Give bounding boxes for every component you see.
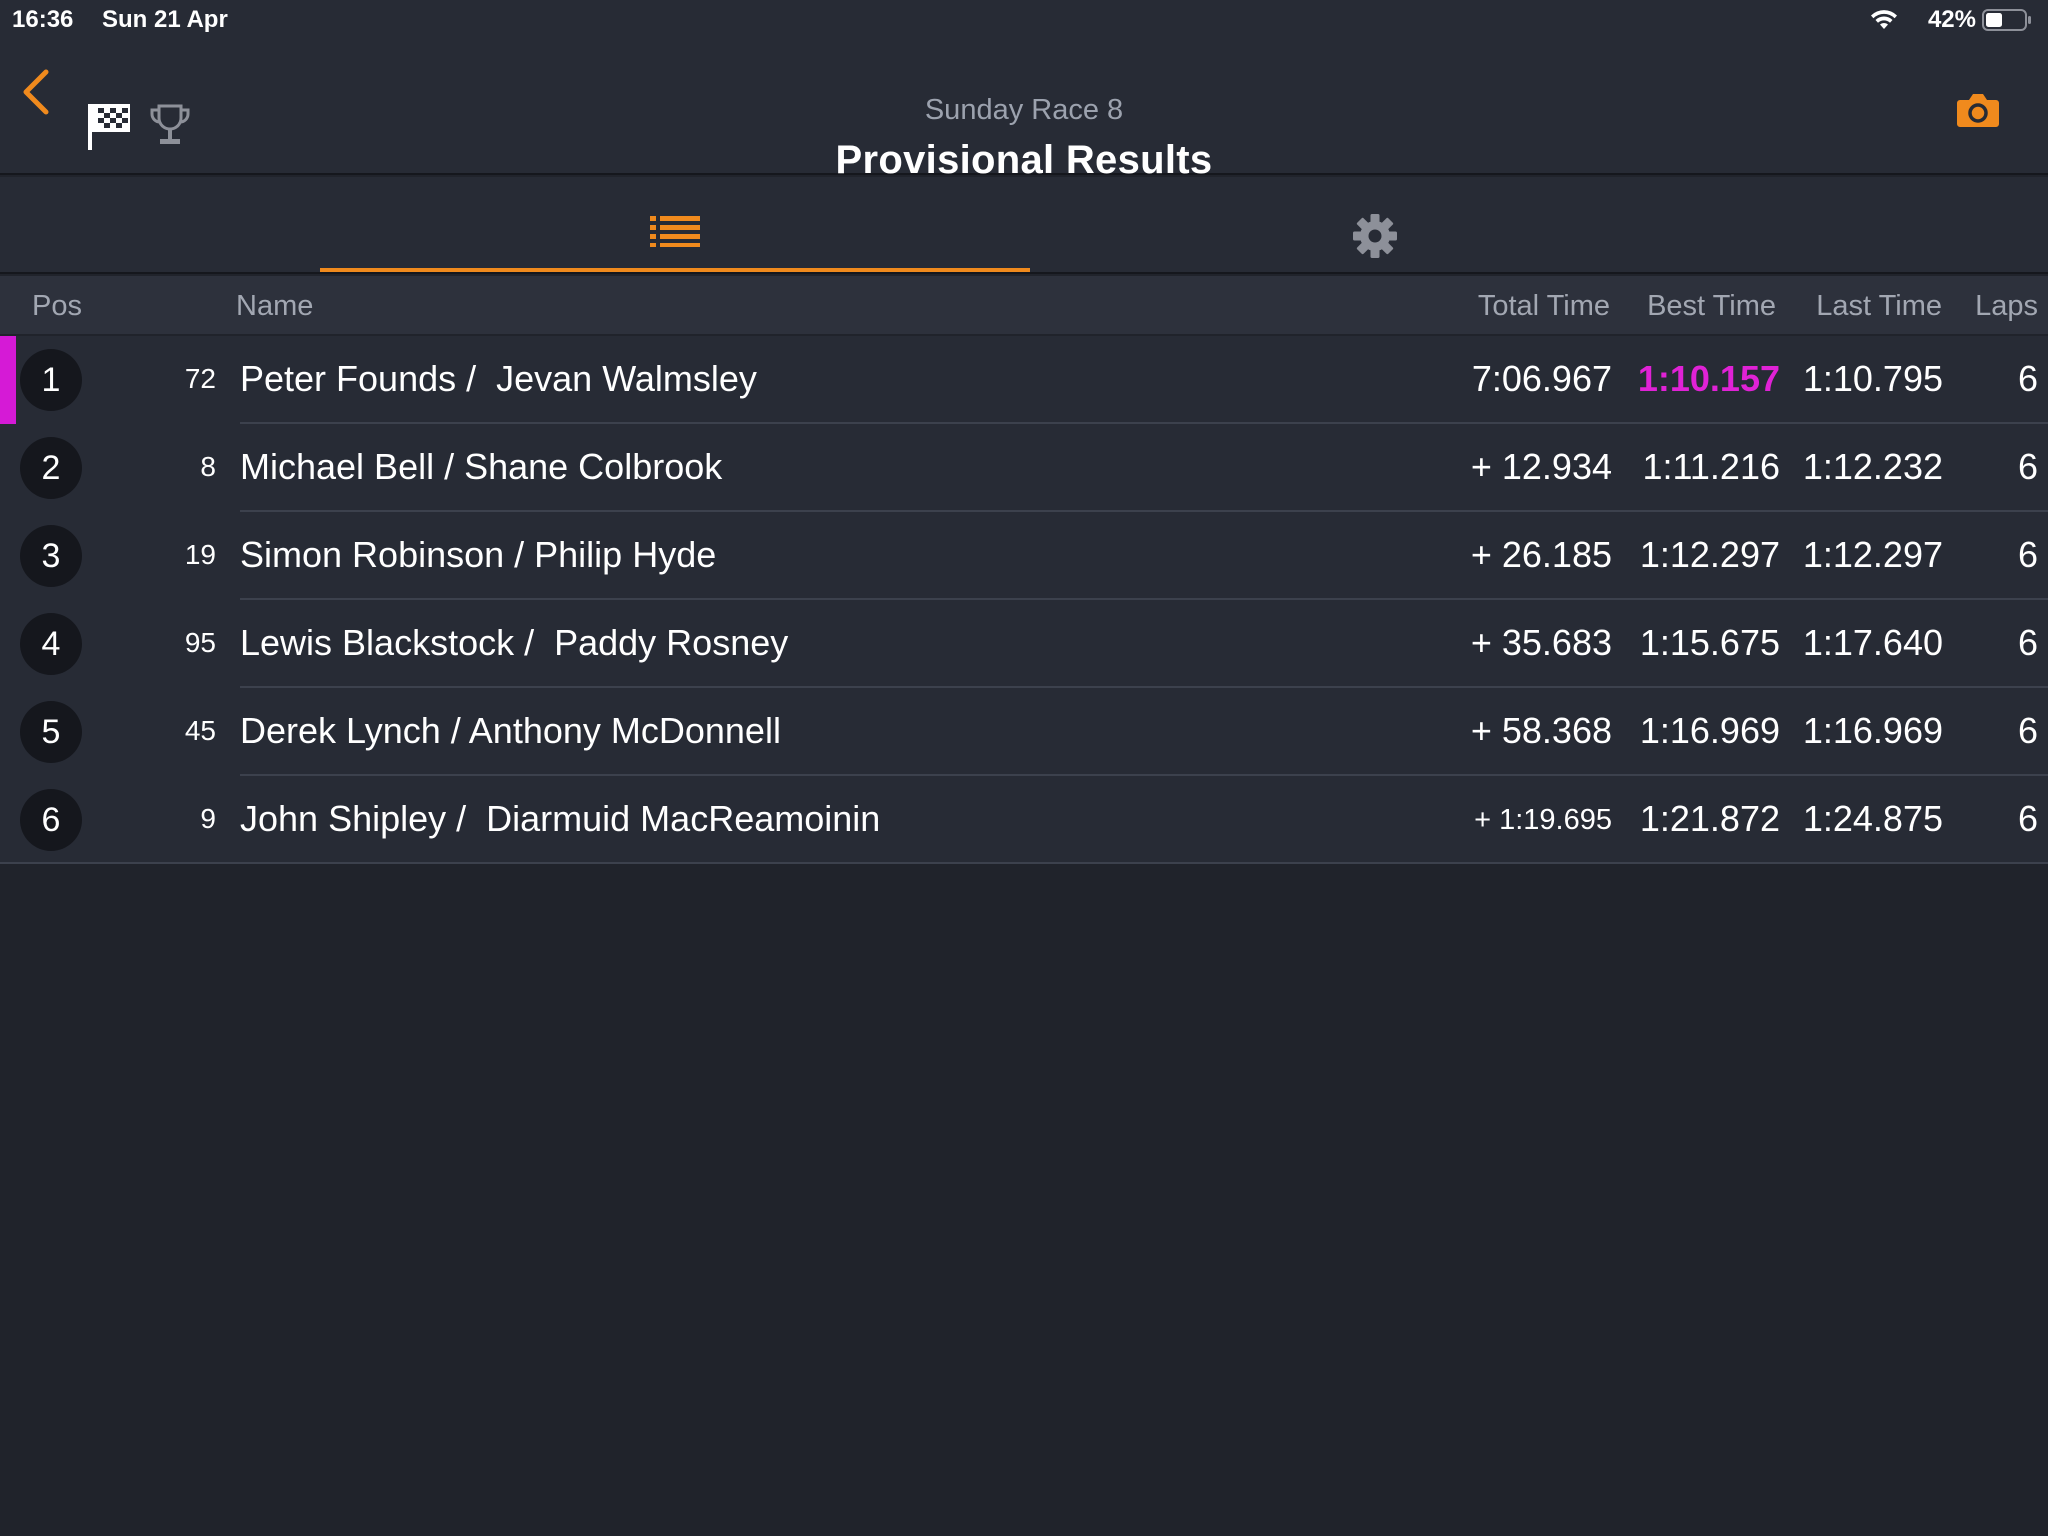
car-number: 19 [184, 539, 216, 570]
last-time: 1:12.232 [1802, 446, 1943, 487]
laps-count: 6 [2017, 798, 2038, 839]
fastest-lap-marker [0, 336, 16, 424]
row-divider [240, 774, 2048, 776]
row-divider [240, 686, 2048, 688]
tab-bar [0, 177, 2048, 274]
last-time: 1:16.969 [1802, 710, 1943, 751]
driver-names: Lewis Blackstock / Paddy Rosney [240, 622, 789, 663]
best-time: 1:11.216 [1642, 446, 1780, 487]
best-time: 1:15.675 [1639, 622, 1780, 663]
position-badge: 5 [20, 701, 82, 763]
car-number: 95 [184, 627, 216, 658]
page-title: Provisional Results [835, 138, 1213, 182]
laps-count: 6 [2017, 358, 2038, 399]
results-column-headers: Pos Name Total Time Best Time Last Time … [0, 276, 2048, 334]
tab-settings[interactable] [1030, 177, 1720, 272]
position-badge: 3 [20, 525, 82, 587]
checkered-flag-icon[interactable] [86, 100, 132, 152]
car-number: 45 [184, 715, 216, 746]
position-badge: 4 [20, 613, 82, 675]
last-time: 1:24.875 [1802, 798, 1943, 839]
col-header-last-time[interactable]: Last Time [1816, 290, 1942, 322]
position-badge: 2 [20, 437, 82, 499]
last-time: 1:12.297 [1802, 534, 1943, 575]
laps-count: 6 [2017, 710, 2038, 751]
back-chevron-icon[interactable] [14, 62, 58, 122]
driver-names: Derek Lynch / Anthony McDonnell [240, 710, 781, 751]
total-time: + 58.368 [1470, 710, 1612, 751]
list-icon [650, 216, 700, 247]
battery-icon [1982, 9, 2031, 31]
last-time: 1:17.640 [1802, 622, 1943, 663]
best-time: 1:16.969 [1639, 710, 1780, 751]
trophy-icon[interactable] [148, 102, 192, 150]
status-date: Sun 21 Apr [102, 6, 228, 33]
laps-count: 6 [2017, 534, 2038, 575]
table-row[interactable]: 1 72 Peter Founds / Jevan Walmsley 7:06.… [0, 336, 2048, 424]
car-number: 8 [200, 451, 216, 482]
total-time: + 35.683 [1470, 622, 1612, 663]
driver-names: Michael Bell / Shane Colbrook [240, 446, 723, 487]
status-bar: 16:36 Sun 21 Apr 42% [0, 0, 2048, 40]
row-divider [240, 598, 2048, 600]
best-time: 1:21.872 [1639, 798, 1780, 839]
col-header-best-time[interactable]: Best Time [1647, 290, 1776, 322]
col-header-laps[interactable]: Laps [1975, 290, 2038, 322]
position-badge: 1 [20, 349, 82, 411]
results-table: 1 72 Peter Founds / Jevan Walmsley 7:06.… [0, 336, 2048, 864]
total-time: + 1:19.695 [1474, 804, 1612, 836]
total-time: + 12.934 [1470, 446, 1612, 487]
table-row[interactable]: 4 95 Lewis Blackstock / Paddy Rosney + 3… [0, 600, 2048, 688]
wifi-icon [1871, 10, 1897, 29]
total-time: 7:06.967 [1471, 358, 1612, 399]
driver-names: John Shipley / Diarmuid MacReamoinin [240, 798, 881, 839]
col-header-pos[interactable]: Pos [32, 290, 82, 322]
results-header: Sunday Race 8 Provisional Results [0, 40, 2048, 182]
camera-icon[interactable] [1956, 92, 2000, 128]
table-row[interactable]: 6 9 John Shipley / Diarmuid MacReamoinin… [0, 776, 2048, 864]
laps-count: 6 [2017, 622, 2038, 663]
best-time: 1:12.297 [1639, 534, 1780, 575]
gear-icon [1353, 214, 1397, 258]
table-row[interactable]: 5 45 Derek Lynch / Anthony McDonnell + 5… [0, 688, 2048, 776]
car-number: 72 [184, 363, 216, 394]
row-divider [240, 510, 2048, 512]
row-divider [0, 862, 2048, 864]
col-header-name[interactable]: Name [236, 290, 314, 322]
driver-names: Simon Robinson / Philip Hyde [240, 534, 717, 575]
total-time: + 26.185 [1470, 534, 1612, 575]
battery-percent: 42% [1927, 6, 1976, 33]
tab-results-list[interactable] [320, 177, 1030, 272]
position-badge: 6 [20, 789, 82, 851]
status-time: 16:36 [12, 6, 74, 33]
driver-names: Peter Founds / Jevan Walmsley [240, 358, 757, 399]
table-row[interactable]: 3 19 Simon Robinson / Philip Hyde + 26.1… [0, 512, 2048, 600]
row-divider [240, 422, 2048, 424]
laps-count: 6 [2017, 446, 2038, 487]
col-header-total-time[interactable]: Total Time [1477, 290, 1610, 322]
race-subtitle: Sunday Race 8 [924, 94, 1124, 126]
car-number: 9 [200, 803, 216, 834]
table-row[interactable]: 2 8 Michael Bell / Shane Colbrook + 12.9… [0, 424, 2048, 512]
best-time: 1:10.157 [1637, 358, 1780, 399]
last-time: 1:10.795 [1802, 358, 1943, 399]
